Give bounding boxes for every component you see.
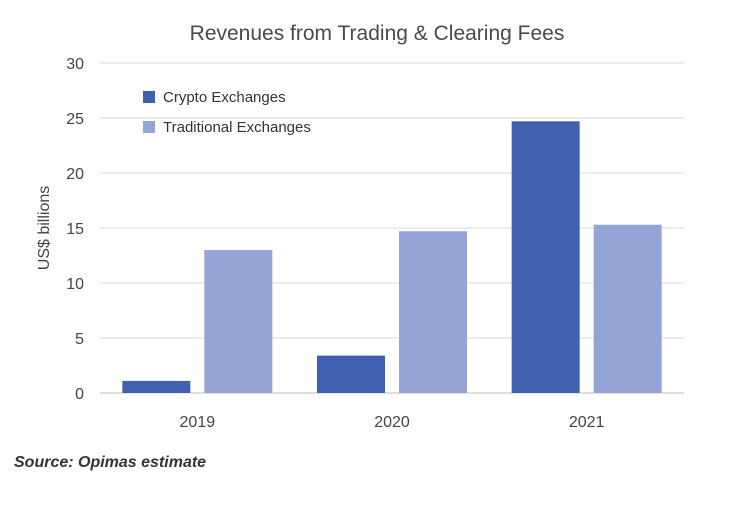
y-tick-label: 20 bbox=[66, 166, 84, 183]
y-tick-label: 0 bbox=[75, 386, 84, 403]
bar-2019-traditional bbox=[204, 250, 273, 393]
legend-swatch bbox=[143, 121, 155, 133]
y-tick-label: 30 bbox=[66, 56, 84, 73]
x-tick-label: 2019 bbox=[180, 414, 216, 431]
legend-swatch bbox=[143, 91, 155, 103]
y-tick-labels: 0 5 10 15 20 25 30 bbox=[66, 56, 84, 403]
y-tick-label: 10 bbox=[66, 276, 84, 293]
legend-label: Traditional Exchanges bbox=[163, 119, 311, 136]
bar-2021-traditional bbox=[593, 224, 662, 393]
legend-label: Crypto Exchanges bbox=[163, 89, 286, 106]
grid-layer bbox=[100, 62, 684, 394]
x-tick-labels: 2019 2020 2021 bbox=[180, 414, 605, 431]
bar-2021-crypto bbox=[511, 121, 580, 394]
bar-2019-crypto bbox=[122, 380, 191, 393]
chart-title: Revenues from Trading & Clearing Fees bbox=[190, 22, 565, 45]
y-tick-label: 5 bbox=[75, 331, 84, 348]
bar-2020-crypto bbox=[317, 355, 385, 393]
y-tick-label: 15 bbox=[66, 221, 84, 238]
x-tick-label: 2021 bbox=[569, 414, 605, 431]
x-tick-label: 2020 bbox=[374, 414, 410, 431]
y-tick-label: 25 bbox=[66, 111, 84, 128]
source-note: Source: Opimas estimate bbox=[14, 454, 207, 471]
bar-chart: Revenues from Trading & Clearing Fees 0 5… bbox=[36, 22, 684, 431]
bars bbox=[122, 121, 662, 394]
bar-2020-traditional bbox=[399, 231, 467, 393]
y-axis-label: US$ billions bbox=[36, 186, 53, 270]
legend: Crypto Exchanges Traditional Exchanges bbox=[143, 89, 311, 136]
